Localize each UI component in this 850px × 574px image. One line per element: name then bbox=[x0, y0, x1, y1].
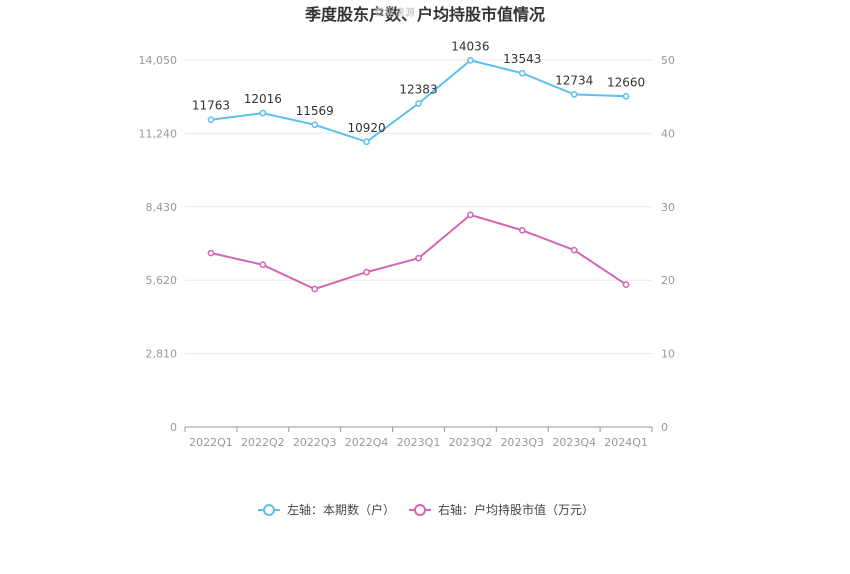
data-label: 12734 bbox=[555, 73, 593, 87]
data-point bbox=[363, 138, 370, 146]
right-tick-label: 30 bbox=[661, 201, 675, 214]
right-tick-label: 10 bbox=[661, 348, 675, 361]
data-label: 10920 bbox=[348, 121, 386, 135]
data-point bbox=[622, 281, 630, 288]
data-point bbox=[363, 268, 370, 276]
data-point bbox=[415, 254, 422, 262]
x-tick-label: 2023Q4 bbox=[552, 436, 596, 449]
left-tick-label: 14,050 bbox=[139, 54, 178, 67]
legend: 左轴：本期数（户） 右轴：户均持股市值（万元） bbox=[258, 502, 594, 517]
data-label: 14036 bbox=[451, 39, 489, 53]
data-point bbox=[467, 211, 474, 219]
x-tick-label: 2023Q2 bbox=[449, 436, 493, 449]
x-tick-label: 2024Q1 bbox=[604, 436, 648, 449]
data-point bbox=[570, 91, 578, 98]
series-line-2 bbox=[210, 213, 627, 291]
x-tick-label: 2022Q4 bbox=[345, 436, 389, 449]
right-tick-label: 40 bbox=[661, 127, 675, 140]
data-label: 13543 bbox=[503, 52, 541, 66]
legend-marker-icon bbox=[263, 504, 275, 516]
right-axis: 0 10 20 30 40 50 bbox=[661, 54, 675, 434]
x-tick-label: 2023Q1 bbox=[397, 436, 441, 449]
watermark: 数据来源 bbox=[375, 6, 415, 19]
data-point bbox=[467, 57, 474, 64]
right-tick-label: 50 bbox=[661, 54, 675, 67]
data-point bbox=[518, 226, 526, 234]
legend-label: 右轴：户均持股市值（万元） bbox=[438, 502, 594, 517]
data-point bbox=[518, 69, 526, 77]
data-point bbox=[207, 116, 215, 124]
data-point bbox=[259, 261, 267, 269]
chart-title: 季度股东户数、户均持股市值情况 bbox=[304, 5, 545, 24]
left-tick-label: 5,620 bbox=[146, 274, 178, 287]
right-tick-label: 0 bbox=[661, 421, 668, 434]
x-tick-label: 2023Q3 bbox=[500, 436, 544, 449]
x-tick-label: 2022Q3 bbox=[293, 436, 337, 449]
data-label: 11569 bbox=[296, 104, 334, 118]
data-point bbox=[259, 109, 267, 117]
x-tick-label: 2022Q1 bbox=[189, 436, 233, 449]
left-tick-label: 8,430 bbox=[146, 201, 178, 214]
data-label: 11763 bbox=[192, 99, 230, 113]
data-point bbox=[311, 285, 319, 293]
grid bbox=[185, 59, 652, 355]
left-tick-label: 11,240 bbox=[139, 127, 178, 140]
right-tick-label: 20 bbox=[661, 274, 675, 287]
left-tick-label: 0 bbox=[170, 421, 177, 434]
data-point bbox=[622, 92, 630, 100]
data-point bbox=[570, 246, 578, 254]
data-label: 12016 bbox=[244, 92, 282, 106]
left-tick-label: 2,810 bbox=[146, 348, 178, 361]
data-label: 12660 bbox=[607, 75, 645, 89]
data-point bbox=[311, 121, 319, 129]
plot-area: 11763 12016 11569 10920 12383 14036 13543 12734… bbox=[192, 39, 645, 293]
legend-label: 左轴：本期数（户） bbox=[287, 502, 395, 517]
left-axis: 0 2,810 5,620 8,430 11,240 14,050 bbox=[139, 54, 178, 434]
x-tick-label: 2022Q2 bbox=[241, 436, 285, 449]
data-point bbox=[207, 249, 215, 257]
data-label: 12383 bbox=[399, 83, 437, 97]
data-point bbox=[415, 100, 422, 107]
x-axis: 2022Q1 2022Q2 2022Q3 2022Q4 2023Q1 2023Q2 2023… bbox=[184, 426, 653, 449]
legend-marker-icon bbox=[414, 504, 426, 516]
